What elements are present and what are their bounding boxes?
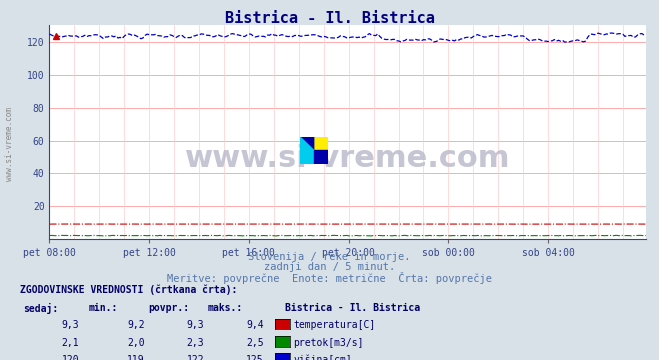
Text: pretok[m3/s]: pretok[m3/s] [293,338,364,348]
Text: 9,4: 9,4 [246,320,264,330]
Text: povpr.:: povpr.: [148,303,189,313]
Polygon shape [300,137,314,150]
Text: 9,3: 9,3 [61,320,79,330]
Text: 122: 122 [186,355,204,360]
Text: ZGODOVINSKE VREDNOSTI (črtkana črta):: ZGODOVINSKE VREDNOSTI (črtkana črta): [20,284,237,295]
Text: 120: 120 [61,355,79,360]
Text: 2,5: 2,5 [246,338,264,348]
Text: 9,2: 9,2 [127,320,145,330]
Text: 9,3: 9,3 [186,320,204,330]
Text: Meritve: povprečne  Enote: metrične  Črta: povprečje: Meritve: povprečne Enote: metrične Črta:… [167,272,492,284]
Text: 125: 125 [246,355,264,360]
Text: www.si-vreme.com: www.si-vreme.com [5,107,14,181]
Text: 2,3: 2,3 [186,338,204,348]
Text: min.:: min.: [89,303,119,313]
Text: sedaj:: sedaj: [23,303,58,314]
Text: www.si-vreme.com: www.si-vreme.com [185,144,510,172]
Polygon shape [300,137,314,150]
Text: Slovenija / reke in morje.: Slovenija / reke in morje. [248,252,411,262]
Text: 2,1: 2,1 [61,338,79,348]
Text: 119: 119 [127,355,145,360]
Polygon shape [314,150,328,164]
Polygon shape [300,150,314,164]
Text: 2,0: 2,0 [127,338,145,348]
Text: višina[cm]: višina[cm] [293,355,352,360]
Text: Bistrica - Il. Bistrica: Bistrica - Il. Bistrica [285,303,420,313]
Polygon shape [314,137,328,150]
Text: Bistrica - Il. Bistrica: Bistrica - Il. Bistrica [225,11,434,26]
Text: maks.:: maks.: [208,303,243,313]
Polygon shape [300,137,314,150]
Text: zadnji dan / 5 minut.: zadnji dan / 5 minut. [264,262,395,272]
Text: temperatura[C]: temperatura[C] [293,320,376,330]
